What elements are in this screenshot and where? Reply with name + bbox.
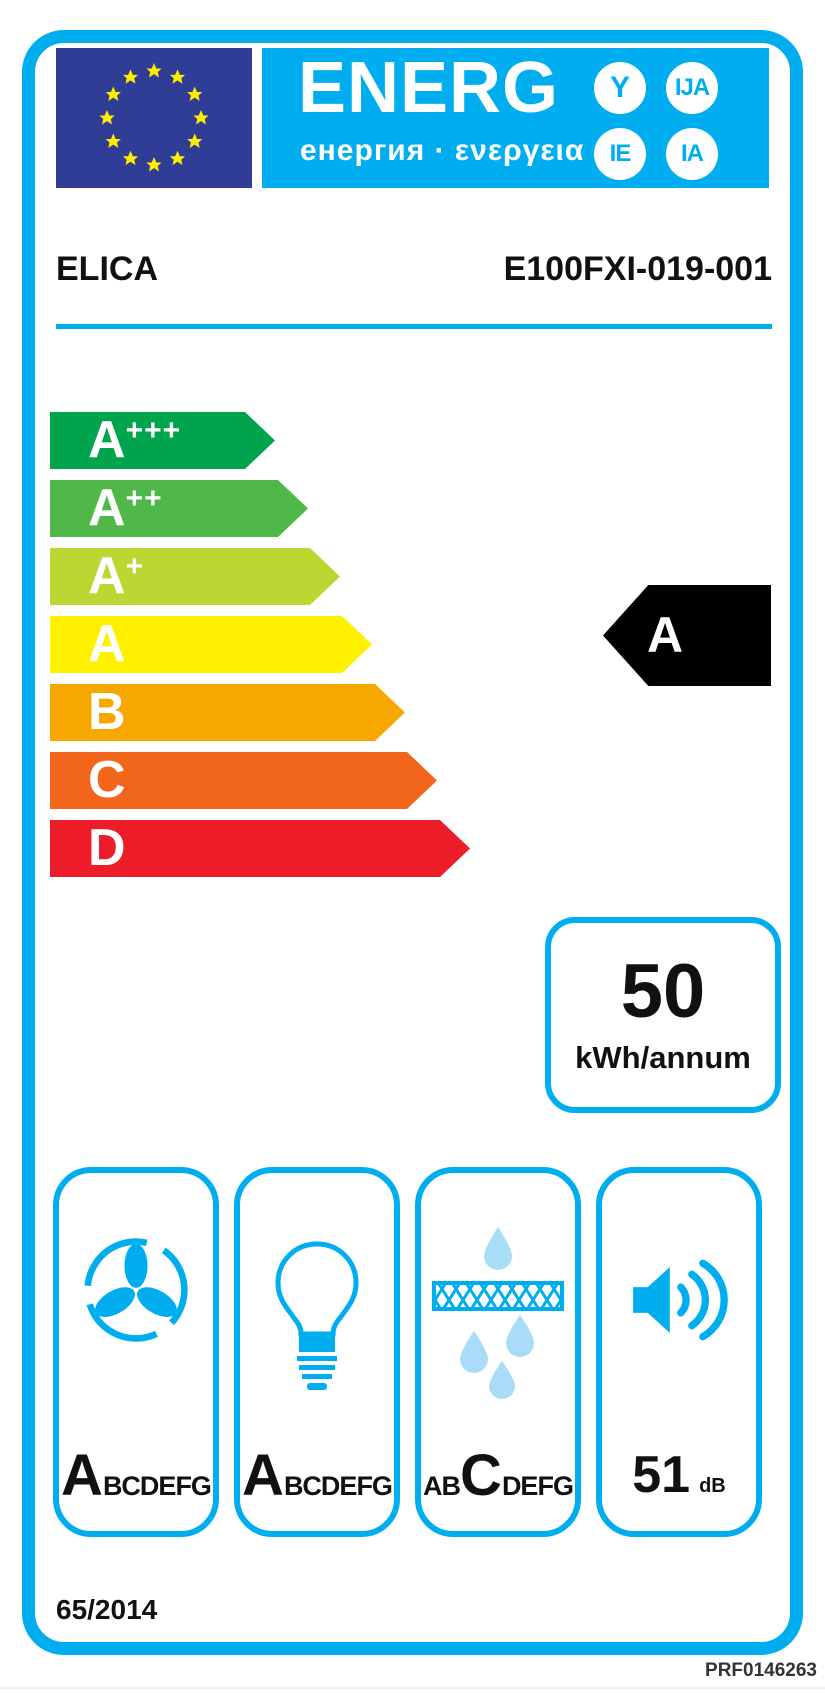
annual-energy-unit: kWh/annum xyxy=(575,1040,751,1075)
scale-row-a++: A ++ xyxy=(50,480,308,537)
eu-flag xyxy=(56,48,252,188)
header-divider xyxy=(56,324,772,329)
circle-ija: IJA xyxy=(666,62,718,114)
metric-box-lighting: A BCDEFG xyxy=(234,1167,400,1537)
metric-box-fan: A BCDEFG xyxy=(53,1167,219,1537)
scale-row-c: C xyxy=(50,752,437,809)
eu-stars-icon xyxy=(99,63,209,172)
scale-row-b: B xyxy=(50,684,405,741)
document-code: PRF0146263 xyxy=(705,1660,817,1681)
metric-box-grease-filter: AB C DEFG xyxy=(415,1167,581,1537)
scale-row-a+++: A +++ xyxy=(50,412,275,469)
regulation-number: 65/2014 xyxy=(56,1594,158,1625)
scale-row-a: A xyxy=(50,616,372,673)
efficiency-scale: A +++ A ++ A + A B C D xyxy=(50,412,470,888)
annual-energy-box: 50 kWh/annum xyxy=(545,917,781,1113)
fan-efficiency-class: A BCDEFG xyxy=(61,1443,212,1508)
bulb-icon xyxy=(275,1241,359,1390)
metric-box-noise: 51 dB xyxy=(596,1167,762,1537)
noise-level: 51 dB xyxy=(632,1446,726,1504)
page-edge-line xyxy=(0,1687,825,1689)
model-number: E100FXI-019-001 xyxy=(503,250,772,288)
grease-filter-icon xyxy=(432,1227,564,1399)
annual-energy-value: 50 xyxy=(620,949,706,1034)
energ-logo-text: ENERG xyxy=(298,48,560,128)
language-circles: Y IJA IE IA xyxy=(594,62,718,180)
circle-y: Y xyxy=(594,62,646,114)
energ-subtitle: енергия · ενεργεια xyxy=(300,134,585,167)
scale-row-d: D xyxy=(50,820,470,877)
grease-filter-efficiency-class: AB C DEFG xyxy=(423,1443,574,1508)
circle-ia: IA xyxy=(666,128,718,180)
fan-icon xyxy=(84,1238,188,1342)
label-border xyxy=(22,30,803,1655)
noise-icon xyxy=(633,1259,728,1341)
current-rating-grade: A xyxy=(647,607,684,663)
scale-row-a+: A + xyxy=(50,548,340,605)
energ-banner: ENERG енергия · ενεργεια Y IJA IE IA xyxy=(262,48,769,188)
circle-ie: IE xyxy=(594,128,646,180)
brand-name: ELICA xyxy=(56,250,158,288)
lighting-efficiency-class: A BCDEFG xyxy=(242,1443,393,1508)
